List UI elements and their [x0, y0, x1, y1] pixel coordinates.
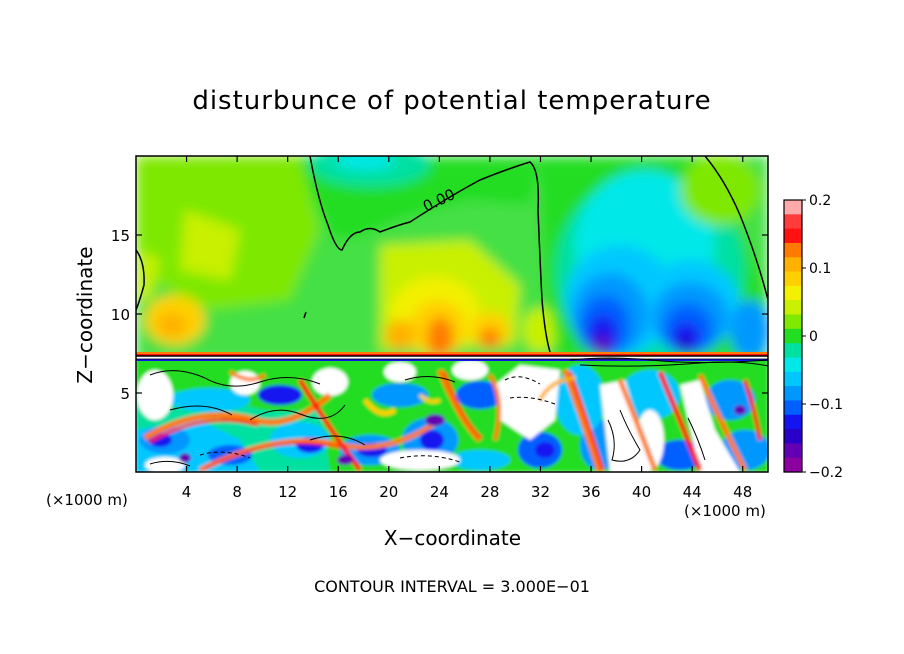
x-tick-label: 32	[531, 483, 550, 501]
contour-lines-lower	[149, 357, 768, 467]
x-tick-label: 40	[632, 483, 651, 501]
colorbar: 0.2 0.1 0 −0.1 −0.2	[783, 193, 843, 481]
x-axis-label: X−coordinate	[383, 526, 522, 550]
lower-field	[136, 358, 768, 472]
heatmap-field	[136, 156, 768, 472]
colorbar-swatch	[784, 314, 802, 330]
colorbar-swatch	[784, 228, 802, 244]
colorbar-swatch	[784, 328, 802, 344]
y-tick-label: 15	[111, 227, 130, 245]
x-tick-label: 8	[232, 483, 242, 501]
x-tick-label: 4	[182, 483, 192, 501]
colorbar-swatch	[784, 285, 802, 301]
colorbar-swatch	[784, 457, 802, 473]
upper-field	[136, 156, 768, 365]
colorbar-swatch	[784, 443, 802, 459]
colorbar-swatch	[784, 214, 802, 230]
x-tick-label: 24	[430, 483, 449, 501]
chart-title: disturbunce of potential temperature	[192, 86, 712, 116]
x-axis-unit-right: (×1000 m)	[684, 502, 766, 520]
colorbar-swatch	[784, 300, 802, 316]
colorbar-swatch	[784, 414, 802, 430]
colorbar-swatch	[784, 400, 802, 416]
x-tick-label: 36	[581, 483, 600, 501]
colorbar-swatch	[784, 343, 802, 359]
colorbar-swatch	[784, 271, 802, 287]
colorbar-tick-label: −0.1	[809, 397, 843, 413]
x-tick-label: 28	[480, 483, 499, 501]
x-tick-label: 20	[379, 483, 398, 501]
y-tick-label: 10	[111, 306, 130, 324]
x-tick-label: 44	[683, 483, 702, 501]
x-tick-label: 12	[278, 483, 297, 501]
x-tick-label: 48	[733, 483, 752, 501]
x-axis-ticks: 4 8 12 16 20 24 28 32 36 40 44 48	[182, 156, 752, 501]
colorbar-tick-label: 0.1	[809, 261, 831, 277]
x-tick-label: 16	[329, 483, 348, 501]
colorbar-tick-label: 0	[809, 329, 818, 345]
colorbar-swatch	[784, 257, 802, 273]
contour-interval-note: CONTOUR INTERVAL = 3.000E−01	[314, 577, 590, 596]
colorbar-swatch	[784, 242, 802, 258]
colorbar-swatch	[784, 357, 802, 373]
inversion-layer	[136, 352, 768, 361]
y-axis-ticks: 5 10 15	[111, 227, 768, 403]
x-axis-unit-left: (×1000 m)	[46, 491, 128, 509]
colorbar-swatch	[784, 200, 802, 215]
colorbar-tick-label: 0.2	[809, 193, 831, 209]
colorbar-swatch	[784, 429, 802, 444]
contour-lines	[136, 156, 768, 353]
colorbar-swatch	[784, 386, 802, 402]
colorbar-tick-label: −0.2	[809, 465, 843, 481]
y-tick-label: 5	[120, 385, 130, 403]
colorbar-swatch	[784, 371, 802, 387]
